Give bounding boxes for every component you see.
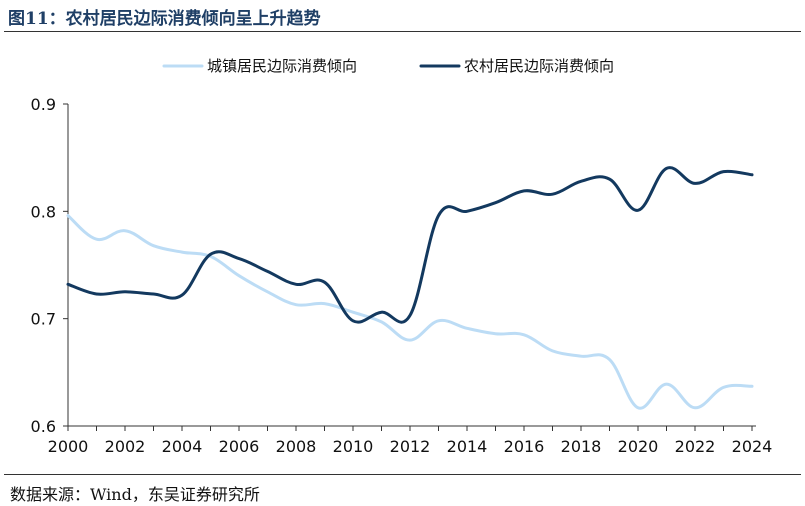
x-tick-label: 2010 <box>333 437 374 456</box>
source-note: 数据来源：Wind，东吴证券研究所 <box>10 485 260 504</box>
x-tick-label: 2006 <box>219 437 260 456</box>
x-tick-label: 2004 <box>162 437 203 456</box>
x-tick-label: 2024 <box>732 437 773 456</box>
x-tick-label: 2002 <box>105 437 146 456</box>
series-line-1 <box>66 214 754 410</box>
y-tick-label: 0.6 <box>31 417 56 436</box>
x-tick-label: 2008 <box>276 437 317 456</box>
bottom-rule <box>4 474 801 475</box>
chart-axes: 0.6 0.7 0.8 0.9 2000 2002 2004 2006 2008 2010 2012… <box>31 95 773 456</box>
series-line-2 <box>66 166 754 324</box>
legend-label-2: 农村居民边际消费倾向 <box>464 57 614 75</box>
x-tick-label: 2014 <box>447 437 488 456</box>
top-rule <box>4 31 801 32</box>
x-tick-label: 2000 <box>48 437 89 456</box>
x-tick-label: 2012 <box>390 437 431 456</box>
y-tick-label: 0.9 <box>31 95 56 114</box>
figure-title: 图11：农村居民边际消费倾向呈上升趋势 <box>8 9 321 29</box>
x-tick-label: 2022 <box>675 437 716 456</box>
x-tick-label: 2016 <box>504 437 545 456</box>
y-tick-label: 0.8 <box>31 202 56 221</box>
x-tick-label: 2020 <box>618 437 659 456</box>
x-tick-label: 2018 <box>561 437 602 456</box>
y-tick-label: 0.7 <box>31 310 56 329</box>
series-layer <box>66 166 754 410</box>
chart-legend: 城镇居民边际消费倾向 农村居民边际消费倾向 <box>162 57 614 75</box>
legend-label-1: 城镇居民边际消费倾向 <box>207 57 357 75</box>
